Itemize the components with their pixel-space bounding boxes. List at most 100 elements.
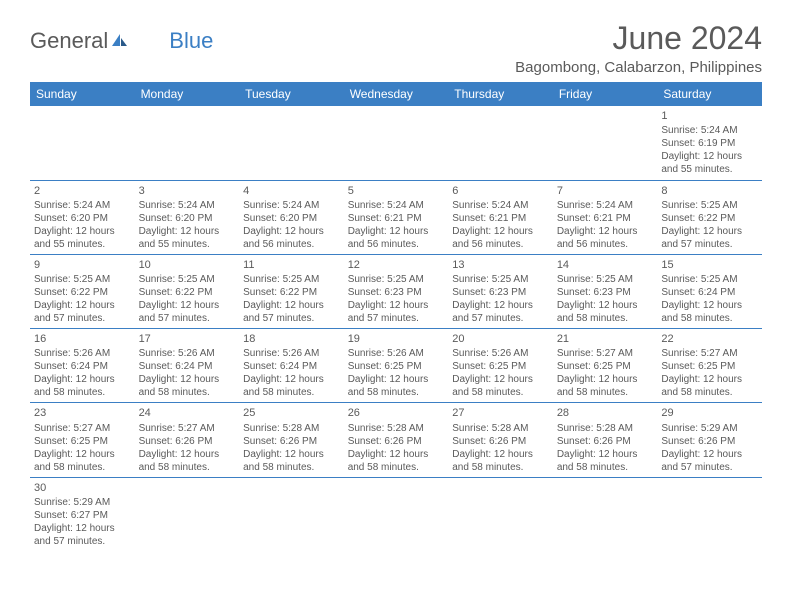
day-daylight2: and 58 minutes. bbox=[557, 312, 654, 325]
day-sunset: Sunset: 6:25 PM bbox=[661, 360, 758, 373]
day-daylight1: Daylight: 12 hours bbox=[661, 299, 758, 312]
day-sunrise: Sunrise: 5:25 AM bbox=[661, 199, 758, 212]
day-number: 23 bbox=[34, 406, 131, 420]
day-number: 1 bbox=[661, 109, 758, 123]
day-sunset: Sunset: 6:23 PM bbox=[557, 286, 654, 299]
day-sunset: Sunset: 6:24 PM bbox=[243, 360, 340, 373]
day-sunrise: Sunrise: 5:29 AM bbox=[34, 496, 131, 509]
day-cell: 10Sunrise: 5:25 AMSunset: 6:22 PMDayligh… bbox=[135, 254, 240, 328]
day-daylight1: Daylight: 12 hours bbox=[243, 299, 340, 312]
day-number: 15 bbox=[661, 258, 758, 272]
day-cell: 16Sunrise: 5:26 AMSunset: 6:24 PMDayligh… bbox=[30, 329, 135, 403]
day-sunset: Sunset: 6:21 PM bbox=[557, 212, 654, 225]
day-cell: 14Sunrise: 5:25 AMSunset: 6:23 PMDayligh… bbox=[553, 254, 658, 328]
empty-cell bbox=[239, 477, 344, 551]
day-sunrise: Sunrise: 5:27 AM bbox=[661, 347, 758, 360]
location-text: Bagombong, Calabarzon, Philippines bbox=[515, 59, 762, 76]
day-cell: 6Sunrise: 5:24 AMSunset: 6:21 PMDaylight… bbox=[448, 180, 553, 254]
day-sunrise: Sunrise: 5:25 AM bbox=[243, 273, 340, 286]
day-sunrise: Sunrise: 5:24 AM bbox=[348, 199, 445, 212]
day-daylight1: Daylight: 12 hours bbox=[139, 373, 236, 386]
day-daylight2: and 58 minutes. bbox=[34, 461, 131, 474]
day-sunrise: Sunrise: 5:25 AM bbox=[348, 273, 445, 286]
day-daylight1: Daylight: 12 hours bbox=[348, 225, 445, 238]
day-number: 25 bbox=[243, 406, 340, 420]
day-daylight1: Daylight: 12 hours bbox=[661, 448, 758, 461]
empty-cell bbox=[448, 106, 553, 180]
logo-blue-text: Blue bbox=[169, 28, 213, 54]
day-header-friday: Friday bbox=[553, 82, 658, 106]
day-number: 17 bbox=[139, 332, 236, 346]
day-cell: 26Sunrise: 5:28 AMSunset: 6:26 PMDayligh… bbox=[344, 403, 449, 477]
day-number: 13 bbox=[452, 258, 549, 272]
day-sunset: Sunset: 6:19 PM bbox=[661, 137, 758, 150]
day-cell: 19Sunrise: 5:26 AMSunset: 6:25 PMDayligh… bbox=[344, 329, 449, 403]
day-sunrise: Sunrise: 5:27 AM bbox=[557, 347, 654, 360]
day-sunset: Sunset: 6:22 PM bbox=[34, 286, 131, 299]
day-sunrise: Sunrise: 5:28 AM bbox=[243, 422, 340, 435]
day-cell: 12Sunrise: 5:25 AMSunset: 6:23 PMDayligh… bbox=[344, 254, 449, 328]
empty-cell bbox=[657, 477, 762, 551]
day-cell: 27Sunrise: 5:28 AMSunset: 6:26 PMDayligh… bbox=[448, 403, 553, 477]
header: GeneralBlue June 2024 Bagombong, Calabar… bbox=[30, 20, 762, 76]
day-sunset: Sunset: 6:25 PM bbox=[348, 360, 445, 373]
day-sunset: Sunset: 6:24 PM bbox=[661, 286, 758, 299]
day-daylight1: Daylight: 12 hours bbox=[348, 373, 445, 386]
day-sunset: Sunset: 6:26 PM bbox=[557, 435, 654, 448]
day-number: 5 bbox=[348, 184, 445, 198]
day-number: 19 bbox=[348, 332, 445, 346]
day-cell: 3Sunrise: 5:24 AMSunset: 6:20 PMDaylight… bbox=[135, 180, 240, 254]
day-sunrise: Sunrise: 5:25 AM bbox=[34, 273, 131, 286]
day-daylight2: and 58 minutes. bbox=[139, 386, 236, 399]
day-number: 20 bbox=[452, 332, 549, 346]
day-sunset: Sunset: 6:26 PM bbox=[243, 435, 340, 448]
empty-cell bbox=[553, 106, 658, 180]
day-cell: 29Sunrise: 5:29 AMSunset: 6:26 PMDayligh… bbox=[657, 403, 762, 477]
day-daylight2: and 57 minutes. bbox=[661, 461, 758, 474]
day-daylight2: and 55 minutes. bbox=[34, 238, 131, 251]
day-sunset: Sunset: 6:25 PM bbox=[557, 360, 654, 373]
day-header-saturday: Saturday bbox=[657, 82, 762, 106]
day-cell: 7Sunrise: 5:24 AMSunset: 6:21 PMDaylight… bbox=[553, 180, 658, 254]
title-area: June 2024 Bagombong, Calabarzon, Philipp… bbox=[515, 20, 762, 76]
empty-cell bbox=[448, 477, 553, 551]
day-daylight2: and 58 minutes. bbox=[139, 461, 236, 474]
day-cell: 24Sunrise: 5:27 AMSunset: 6:26 PMDayligh… bbox=[135, 403, 240, 477]
day-sunset: Sunset: 6:22 PM bbox=[243, 286, 340, 299]
month-title: June 2024 bbox=[515, 20, 762, 57]
day-sunset: Sunset: 6:23 PM bbox=[452, 286, 549, 299]
day-daylight1: Daylight: 12 hours bbox=[348, 448, 445, 461]
empty-cell bbox=[344, 106, 449, 180]
empty-cell bbox=[30, 106, 135, 180]
day-sunrise: Sunrise: 5:26 AM bbox=[34, 347, 131, 360]
day-cell: 2Sunrise: 5:24 AMSunset: 6:20 PMDaylight… bbox=[30, 180, 135, 254]
logo: GeneralBlue bbox=[30, 28, 213, 54]
day-daylight1: Daylight: 12 hours bbox=[243, 373, 340, 386]
day-cell: 21Sunrise: 5:27 AMSunset: 6:25 PMDayligh… bbox=[553, 329, 658, 403]
day-daylight2: and 57 minutes. bbox=[348, 312, 445, 325]
day-cell: 20Sunrise: 5:26 AMSunset: 6:25 PMDayligh… bbox=[448, 329, 553, 403]
day-number: 10 bbox=[139, 258, 236, 272]
day-cell: 22Sunrise: 5:27 AMSunset: 6:25 PMDayligh… bbox=[657, 329, 762, 403]
day-header-thursday: Thursday bbox=[448, 82, 553, 106]
day-cell: 13Sunrise: 5:25 AMSunset: 6:23 PMDayligh… bbox=[448, 254, 553, 328]
day-cell: 8Sunrise: 5:25 AMSunset: 6:22 PMDaylight… bbox=[657, 180, 762, 254]
day-daylight2: and 58 minutes. bbox=[661, 312, 758, 325]
day-sunset: Sunset: 6:20 PM bbox=[139, 212, 236, 225]
week-row: 23Sunrise: 5:27 AMSunset: 6:25 PMDayligh… bbox=[30, 403, 762, 477]
empty-cell bbox=[239, 106, 344, 180]
day-number: 28 bbox=[557, 406, 654, 420]
week-row: 30Sunrise: 5:29 AMSunset: 6:27 PMDayligh… bbox=[30, 477, 762, 551]
day-number: 11 bbox=[243, 258, 340, 272]
day-daylight1: Daylight: 12 hours bbox=[34, 373, 131, 386]
day-header-wednesday: Wednesday bbox=[344, 82, 449, 106]
day-daylight2: and 58 minutes. bbox=[557, 461, 654, 474]
day-daylight2: and 56 minutes. bbox=[243, 238, 340, 251]
day-daylight1: Daylight: 12 hours bbox=[348, 299, 445, 312]
day-sunrise: Sunrise: 5:25 AM bbox=[557, 273, 654, 286]
day-sunrise: Sunrise: 5:29 AM bbox=[661, 422, 758, 435]
day-daylight2: and 58 minutes. bbox=[557, 386, 654, 399]
day-daylight2: and 58 minutes. bbox=[243, 386, 340, 399]
day-daylight1: Daylight: 12 hours bbox=[139, 299, 236, 312]
day-number: 16 bbox=[34, 332, 131, 346]
